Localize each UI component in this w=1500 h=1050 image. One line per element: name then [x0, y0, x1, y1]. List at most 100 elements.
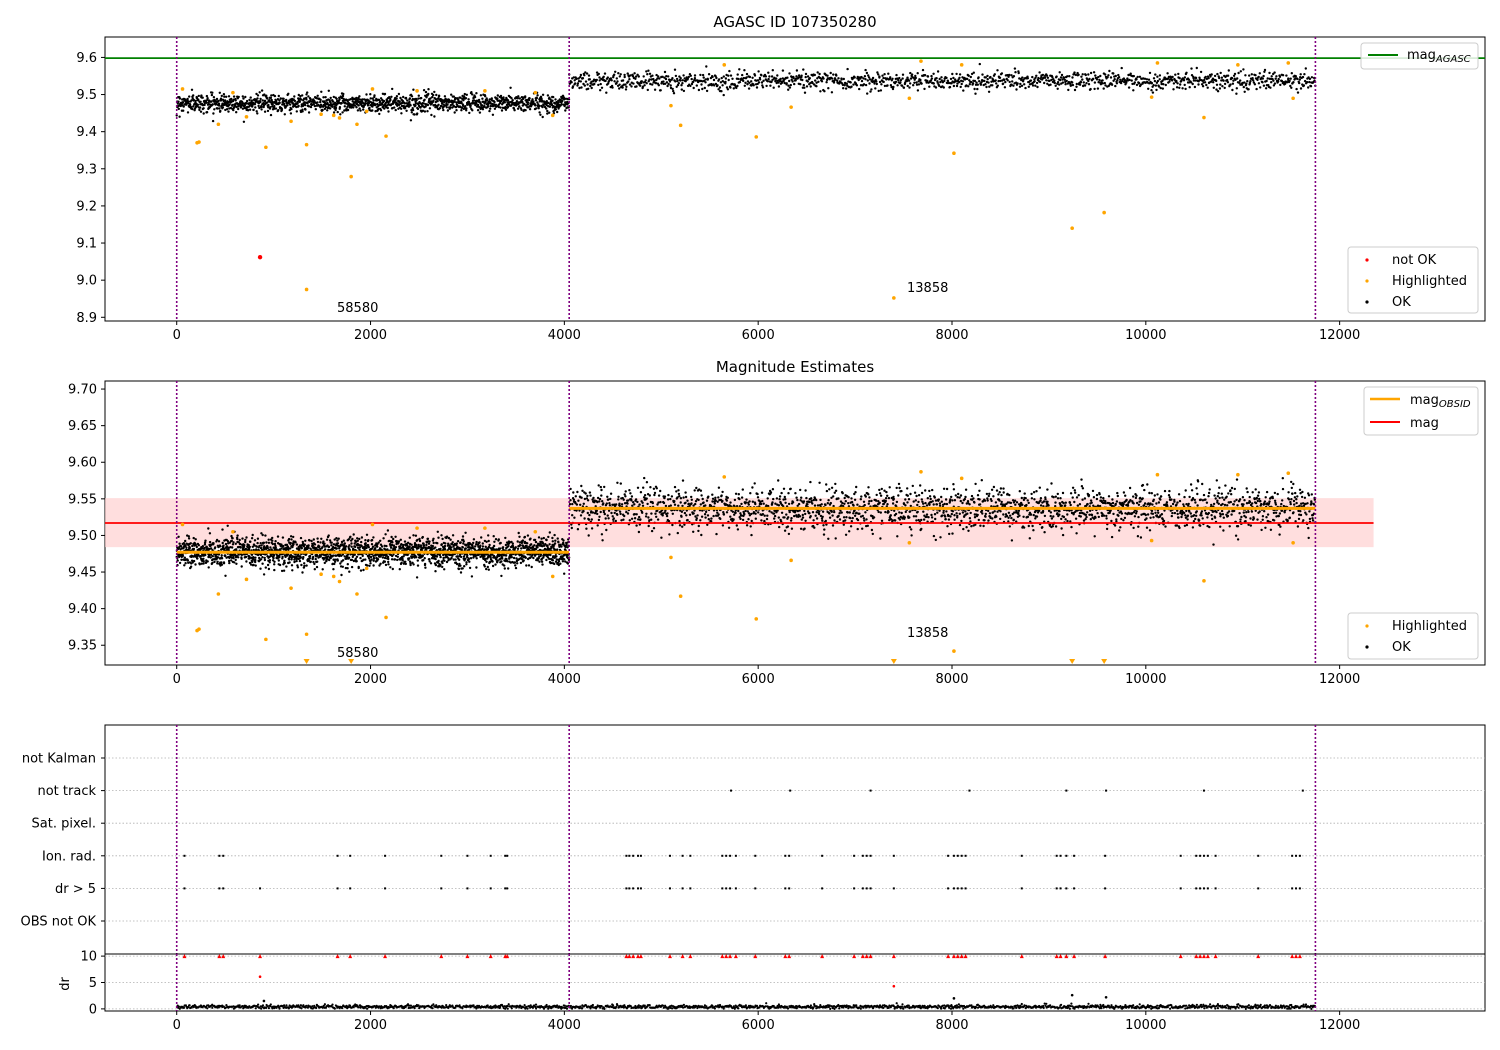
ok-point: [421, 554, 425, 557]
ok-point: [1083, 84, 1087, 87]
ok-point: [298, 548, 301, 551]
ok-point: [722, 75, 725, 78]
ok-point: [468, 548, 471, 551]
ok-point: [1255, 87, 1258, 91]
ok-point: [431, 544, 434, 548]
ok-point: [1054, 84, 1057, 88]
ok-point: [1227, 69, 1231, 72]
ok-point: [349, 535, 352, 538]
ok-point: [273, 560, 276, 563]
ok-point: [1081, 73, 1084, 76]
ok-point: [319, 98, 322, 102]
ok-point: [244, 555, 248, 559]
ok-point: [454, 558, 457, 561]
ok-point: [1094, 74, 1097, 77]
ok-point: [628, 78, 631, 81]
ok-point: [1262, 74, 1265, 78]
ok-point: [182, 105, 185, 108]
ok-point: [262, 573, 266, 576]
ok-point: [282, 97, 285, 101]
highlighted-point: [304, 142, 309, 147]
ok-point: [589, 84, 592, 88]
ok-point: [521, 539, 525, 542]
ok-point: [692, 86, 695, 90]
ok-point: [272, 554, 276, 557]
ok-point: [190, 99, 193, 102]
ok-point: [771, 69, 774, 72]
highlighted-point: [1291, 96, 1295, 101]
ok-point: [1053, 81, 1057, 85]
ok-point: [441, 565, 444, 569]
ok-point: [424, 105, 427, 108]
ok-point: [386, 106, 389, 110]
ok-point: [1056, 81, 1060, 84]
ok-point: [431, 95, 434, 99]
ok-point: [1137, 81, 1141, 85]
ok-point: [453, 100, 456, 103]
ok-point: [961, 80, 965, 83]
ok-point: [1223, 82, 1227, 86]
ok-point: [494, 105, 498, 109]
ok-point: [364, 539, 367, 542]
ok-point: [1067, 88, 1070, 92]
ok-point: [237, 107, 240, 111]
ok-point: [382, 537, 385, 540]
ok-point: [1179, 83, 1182, 86]
ok-point: [461, 104, 465, 108]
ok-point: [240, 557, 243, 560]
ok-point: [875, 80, 878, 83]
ok-point: [435, 555, 439, 558]
ok-point: [822, 77, 825, 80]
ok-point: [218, 107, 221, 110]
ok-point: [353, 553, 356, 556]
ok-point: [1309, 85, 1313, 88]
ok-point: [417, 94, 420, 97]
ok-point: [914, 74, 917, 78]
ok-point: [819, 90, 822, 93]
ok-point: [220, 561, 223, 564]
ok-point: [374, 103, 377, 107]
ok-point: [1073, 88, 1077, 92]
ok-point: [1273, 71, 1276, 74]
ok-point: [1275, 75, 1278, 78]
ok-point: [520, 108, 523, 112]
ok-point: [1296, 91, 1300, 94]
ok-point: [370, 538, 374, 542]
ok-point: [868, 78, 872, 81]
ok-point: [1026, 77, 1030, 80]
ok-point: [211, 103, 214, 106]
ok-point: [236, 537, 239, 541]
ok-point: [996, 69, 999, 72]
ok-point: [1210, 73, 1213, 76]
ok-point: [451, 106, 454, 109]
ok-point: [346, 108, 350, 112]
ok-point: [410, 543, 413, 546]
ok-point: [244, 538, 247, 542]
x-tick-label: 12000: [1319, 328, 1360, 343]
ok-point: [779, 77, 782, 81]
ok-point: [540, 97, 543, 100]
ok-point: [1036, 85, 1039, 89]
ok-point: [459, 541, 462, 544]
ok-point: [1152, 77, 1156, 80]
ok-point: [334, 108, 337, 112]
ok-point: [379, 97, 383, 100]
ok-point: [267, 567, 271, 571]
ok-point: [767, 71, 770, 74]
ok-point: [254, 558, 257, 562]
ok-point: [917, 83, 921, 86]
ok-point: [976, 87, 979, 91]
ok-point: [1220, 76, 1224, 79]
ok-point: [313, 568, 316, 571]
ok-point: [548, 105, 552, 108]
ok-point: [364, 542, 367, 545]
ok-point: [436, 100, 439, 103]
ok-point: [545, 100, 548, 103]
ok-point: [1269, 86, 1272, 89]
ok-point: [936, 70, 940, 73]
ok-point: [757, 81, 761, 84]
ok-point: [443, 544, 447, 548]
ok-point: [1029, 79, 1033, 82]
ok-point: [290, 564, 294, 567]
ok-point: [1301, 75, 1305, 79]
